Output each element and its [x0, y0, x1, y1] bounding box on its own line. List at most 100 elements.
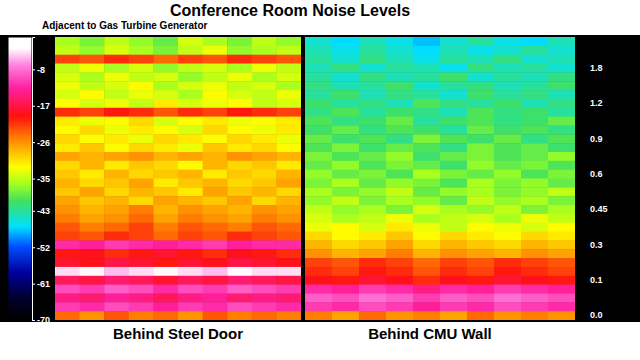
heatmap-cell [252, 117, 277, 126]
heatmap-cell [521, 90, 549, 99]
heatmap-cell [153, 37, 178, 46]
heatmap-cell [440, 187, 468, 196]
heatmap-cell [252, 276, 277, 285]
heatmap-cell [359, 99, 387, 108]
heatmap-cell [276, 187, 301, 196]
heatmap-cell [104, 196, 129, 205]
heatmap-cell [413, 179, 441, 188]
heatmap-cell [227, 90, 252, 99]
heatmap-cell [548, 232, 575, 241]
heatmap-cell [227, 108, 252, 117]
heatmap-cell [55, 258, 80, 267]
heatmap-cell [153, 196, 178, 205]
heatmap-cell [153, 55, 178, 64]
heatmap-cell [276, 179, 301, 188]
heatmap-cell [305, 37, 333, 46]
heatmap-cell [178, 214, 203, 223]
heatmap-cell [548, 179, 575, 188]
heatmap-cell [203, 152, 228, 161]
heatmap-cell [153, 276, 178, 285]
heatmap-cell [227, 196, 252, 205]
heatmap-cell [440, 240, 468, 249]
heatmap-cell [332, 258, 360, 267]
heatmap-cell [359, 81, 387, 90]
colorbar-tick: -52 [32, 243, 50, 253]
heatmap-cell [227, 249, 252, 258]
heatmap-cell [386, 179, 414, 188]
heatmap-cell [467, 134, 495, 143]
heatmap-cell [521, 293, 549, 302]
heatmap-cell [386, 240, 414, 249]
heatmap-cell [203, 302, 228, 311]
heatmap-cell [129, 276, 154, 285]
heatmap-cell [178, 223, 203, 232]
heatmap-cell [521, 55, 549, 64]
heatmap-cell [359, 311, 387, 320]
heatmap-cell [276, 152, 301, 161]
heatmap-cell [203, 90, 228, 99]
heatmap-cell [203, 240, 228, 249]
heatmap-cell [305, 267, 333, 276]
heatmap-cell [440, 223, 468, 232]
heatmap-cell [227, 55, 252, 64]
heatmap-cell [386, 117, 414, 126]
heatmap-cell [521, 196, 549, 205]
heatmap-cell [104, 90, 129, 99]
heatmap-cell [440, 90, 468, 99]
heatmap-cell [467, 214, 495, 223]
heatmap-cell [203, 99, 228, 108]
y-axis: 1.81.20.90.60.450.30.10.0 [575, 38, 608, 321]
heatmap-cell [305, 90, 333, 99]
heatmap-cell [203, 214, 228, 223]
heatmap-cell [413, 249, 441, 258]
heatmap-cell [55, 196, 80, 205]
y-tick-label: 0.45 [590, 204, 608, 214]
heatmap-cell [332, 152, 360, 161]
heatmap-cell [55, 205, 80, 214]
heatmap-cell [467, 72, 495, 81]
heatmap-cell [332, 232, 360, 241]
heatmap-cell [440, 81, 468, 90]
heatmap-cell [413, 258, 441, 267]
heatmap-cell [276, 223, 301, 232]
heatmap-cell [521, 240, 549, 249]
heatmap-cell [129, 90, 154, 99]
heatmap-cell [440, 258, 468, 267]
heatmap-cell [494, 240, 522, 249]
heatmap-cell [276, 267, 301, 276]
heatmap-cell [227, 267, 252, 276]
colorbar-tick: -8 [32, 65, 45, 75]
heatmap-cell [227, 258, 252, 267]
heatmap-cell [129, 152, 154, 161]
heatmap-cell [548, 117, 575, 126]
heatmap-cell [305, 223, 333, 232]
heatmap-cell [413, 214, 441, 223]
heatmap-cell [548, 311, 575, 320]
heatmap-cell [413, 134, 441, 143]
heatmap-cell [55, 223, 80, 232]
heatmap-cell [521, 46, 549, 55]
heatmap-cell [178, 232, 203, 241]
heatmap-cell [386, 99, 414, 108]
heatmap-cell [252, 196, 277, 205]
heatmap-cell [276, 311, 301, 320]
heatmap-cell [80, 179, 105, 188]
heatmap-cell [203, 81, 228, 90]
heatmap-cell [548, 276, 575, 285]
heatmap-cell [80, 258, 105, 267]
heatmap-cell [413, 161, 441, 170]
heatmap-cell [359, 64, 387, 73]
heatmap-cell [332, 125, 360, 134]
heatmap-cell [332, 72, 360, 81]
heatmap-cell [104, 285, 129, 294]
heatmap-cell [332, 134, 360, 143]
heatmap-cell [521, 143, 549, 152]
heatmap-cell [80, 117, 105, 126]
heatmap-cell [440, 64, 468, 73]
heatmap-cell [305, 55, 333, 64]
heatmap-cell [153, 179, 178, 188]
heatmap-cell [276, 117, 301, 126]
heatmap-cell [467, 55, 495, 64]
colorbar-tick-mark [32, 211, 35, 212]
heatmap-cell [203, 276, 228, 285]
